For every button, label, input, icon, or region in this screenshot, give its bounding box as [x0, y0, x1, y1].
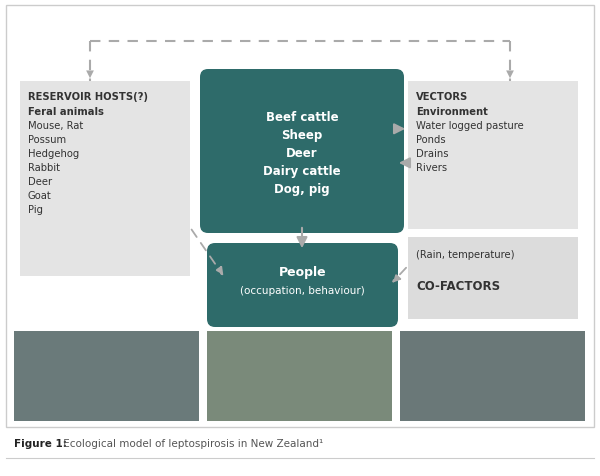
FancyBboxPatch shape: [6, 6, 594, 427]
FancyBboxPatch shape: [14, 331, 199, 421]
Text: Deer: Deer: [28, 177, 52, 187]
Text: (occupation, behaviour): (occupation, behaviour): [240, 286, 365, 296]
Text: CO-FACTORS: CO-FACTORS: [416, 279, 500, 292]
Text: Goat: Goat: [28, 190, 52, 200]
FancyBboxPatch shape: [207, 244, 398, 327]
FancyBboxPatch shape: [207, 331, 392, 421]
Text: Figure 1:: Figure 1:: [14, 438, 67, 448]
Text: Hedgehog: Hedgehog: [28, 149, 79, 159]
FancyBboxPatch shape: [200, 70, 404, 234]
FancyBboxPatch shape: [408, 238, 578, 319]
Text: Dog, pig: Dog, pig: [274, 183, 330, 196]
Text: Deer: Deer: [286, 147, 318, 159]
Text: Rabbit: Rabbit: [28, 163, 60, 173]
Text: VECTORS: VECTORS: [416, 92, 468, 102]
Text: Ecological model of leptospirosis in New Zealand¹: Ecological model of leptospirosis in New…: [60, 438, 323, 448]
Text: Ponds: Ponds: [416, 135, 446, 145]
FancyBboxPatch shape: [408, 82, 578, 229]
Text: Beef cattle: Beef cattle: [266, 111, 338, 124]
Text: Dairy cattle: Dairy cattle: [263, 165, 341, 178]
Text: Environment: Environment: [416, 107, 488, 117]
Text: (Rain, temperature): (Rain, temperature): [416, 249, 515, 259]
Text: Pig: Pig: [28, 205, 43, 215]
Text: People: People: [278, 266, 326, 278]
Text: Feral animals: Feral animals: [28, 107, 104, 117]
Text: Possum: Possum: [28, 135, 66, 145]
Text: Water logged pasture: Water logged pasture: [416, 121, 524, 131]
Text: Drains: Drains: [416, 149, 449, 159]
Text: RESERVOIR HOSTS(?): RESERVOIR HOSTS(?): [28, 92, 148, 102]
Text: Sheep: Sheep: [281, 129, 323, 142]
FancyBboxPatch shape: [20, 82, 190, 277]
Text: Rivers: Rivers: [416, 163, 447, 173]
FancyBboxPatch shape: [400, 331, 585, 421]
Text: Mouse, Rat: Mouse, Rat: [28, 121, 83, 131]
